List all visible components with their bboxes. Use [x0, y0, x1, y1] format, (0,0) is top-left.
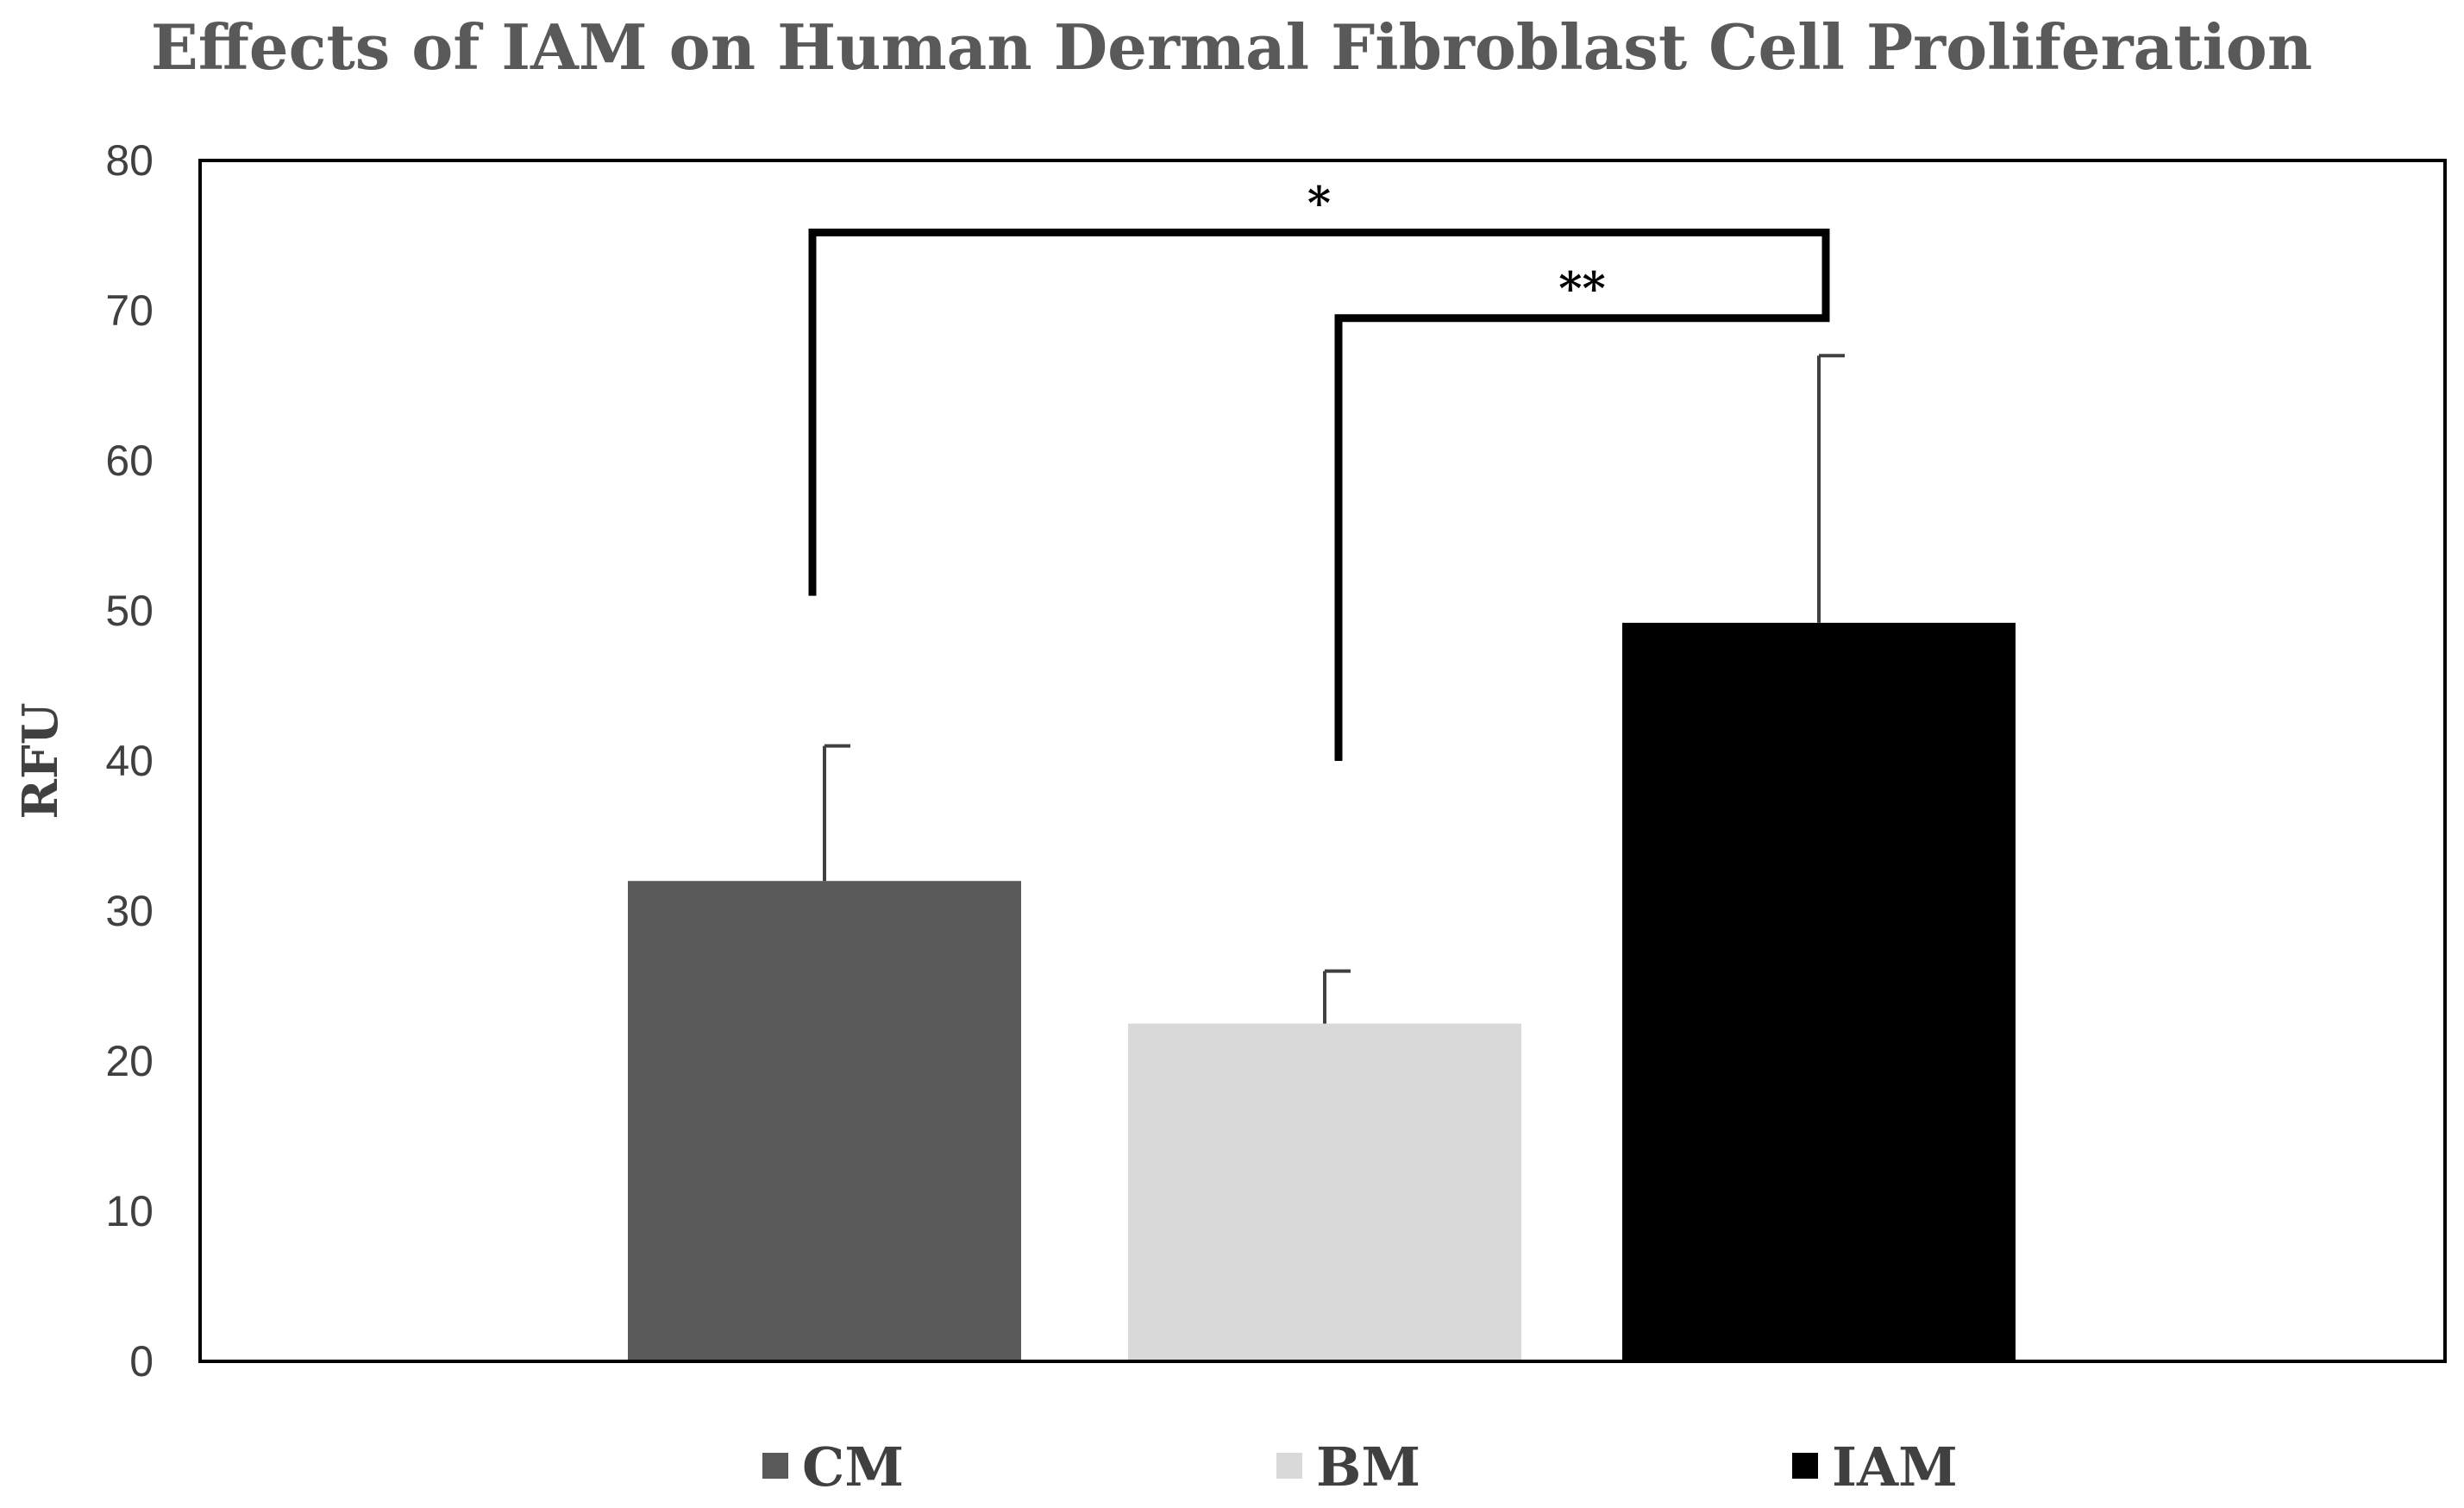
chart-title: Effects of IAM on Human Dermal Fibroblas…	[151, 10, 2312, 84]
significance-label: *	[1307, 178, 1331, 230]
y-tick-label: 50	[105, 587, 154, 635]
significance-bracket	[808, 229, 1830, 596]
legend-swatch-iam	[1792, 1453, 1818, 1479]
y-tick-label: 40	[105, 737, 154, 785]
y-axis-label: RFU	[12, 702, 69, 819]
significance-label: **	[1558, 263, 1605, 316]
y-tick-label: 0	[129, 1337, 154, 1385]
bar-bm	[1128, 1023, 1521, 1361]
bar-iam	[1622, 622, 2016, 1361]
significance-bracket	[1334, 232, 1830, 761]
bars	[628, 622, 2016, 1361]
y-axis-ticks: 0 10 20 30 40 50 60 70 80	[105, 136, 154, 1385]
y-tick-label: 60	[105, 437, 154, 485]
legend-label-iam: IAM	[1832, 1436, 1958, 1499]
legend-label-bm: BM	[1316, 1436, 1420, 1499]
legend-label-cm: CM	[802, 1436, 904, 1499]
y-tick-label: 80	[105, 136, 154, 185]
plot-frame	[198, 159, 2447, 1363]
legend: CM BM IAM	[762, 1436, 1958, 1499]
significance-brackets: ***	[808, 178, 1830, 761]
y-tick-label: 30	[105, 887, 154, 935]
legend-swatch-cm	[762, 1453, 788, 1479]
error-bars	[823, 354, 1845, 1024]
y-tick-label: 10	[105, 1187, 154, 1235]
legend-swatch-bm	[1276, 1453, 1302, 1479]
bar-cm	[628, 881, 1021, 1361]
y-tick-label: 20	[105, 1037, 154, 1085]
y-tick-label: 70	[105, 286, 154, 335]
